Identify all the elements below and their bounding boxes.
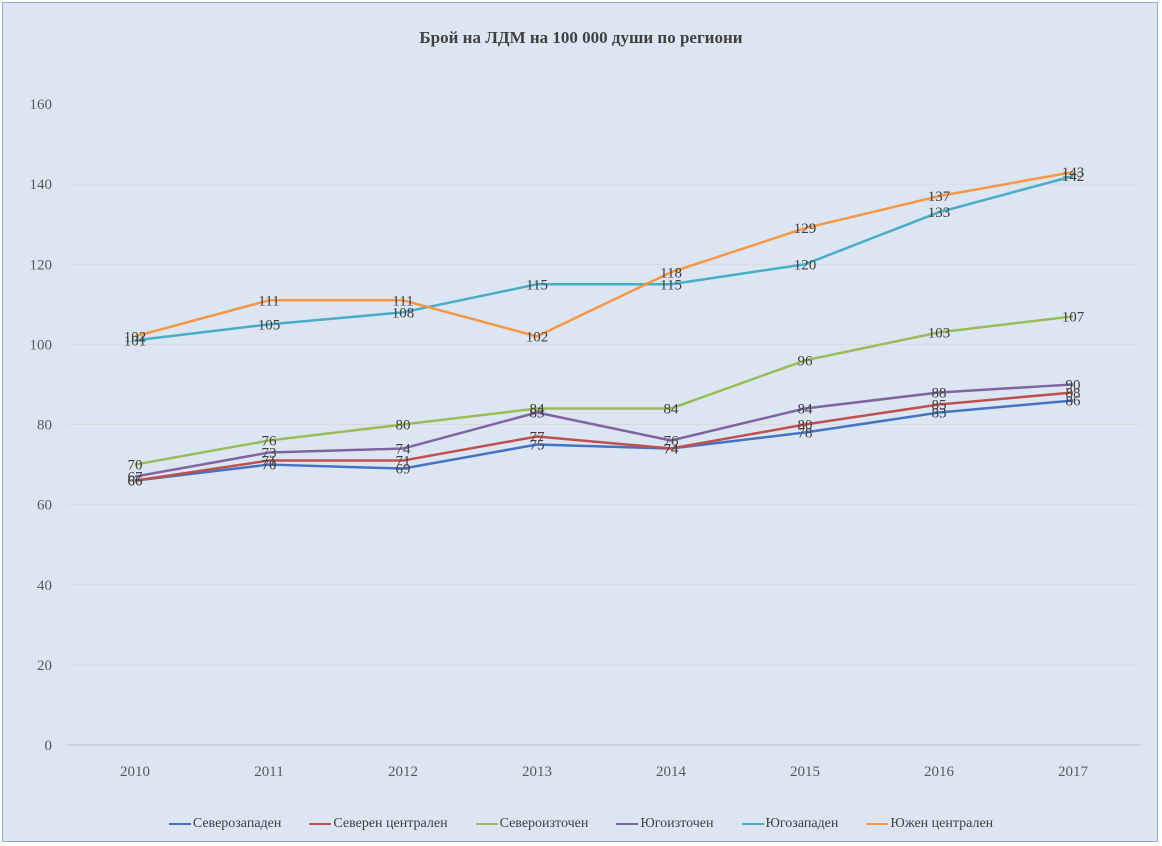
legend-label: Североизточен [499,816,589,831]
x-axis-ticks: 2010 2011 2012 2013 2014 2015 2016 2017 [120,764,1089,780]
data-label: 96 [798,353,814,369]
data-label: 83 [530,405,545,421]
legend-swatch [475,823,498,825]
legend-label: Северен централен [333,816,448,831]
x-tick-label: 2016 [924,764,955,780]
data-label: 88 [932,385,947,401]
data-label: 80 [396,418,411,434]
x-tick-label: 2014 [656,764,687,780]
y-tick-label: 120 [30,257,53,273]
legend-item: Североизточен [475,816,589,832]
data-label: 77 [530,430,546,446]
data-label: 78 [798,426,813,442]
data-label: 102 [526,329,549,345]
data-label: 137 [928,189,951,205]
data-label: 69 [396,462,411,478]
data-label: 71 [396,454,411,470]
legend-label: Югозападен [765,816,839,831]
data-label: 83 [932,405,947,421]
legend-swatch [616,823,639,825]
y-tick-label: 160 [30,97,53,113]
y-tick-label: 140 [30,177,53,193]
data-label: 111 [392,293,413,309]
data-label: 85 [932,397,947,413]
legend-label: Южен централен [890,816,994,831]
legend-item: Северозападен [168,816,282,832]
x-tick-label: 2011 [254,764,283,780]
data-label: 115 [660,277,682,293]
data-label: 143 [1062,165,1085,181]
y-tick-label: 0 [45,738,53,754]
series-line [134,174,1074,342]
data-label: 74 [396,442,412,458]
legend-item: Югоизточен [616,816,714,832]
data-label: 84 [530,401,546,417]
data-label: 108 [392,305,415,321]
data-label: 73 [262,446,277,462]
legend-item: Югозападен [741,816,839,832]
legend-swatch [741,823,764,825]
legend-label: Северозападен [192,816,282,831]
data-label: 133 [928,205,951,221]
data-label: 71 [262,454,277,470]
data-label: 129 [794,221,817,237]
data-label: 84 [798,401,814,417]
legend-swatch [168,823,191,825]
data-label: 66 [128,474,144,490]
data-label: 80 [798,418,813,434]
data-label: 76 [262,434,278,450]
legend-item: Северен централен [309,816,448,832]
x-tick-label: 2017 [1058,764,1089,780]
data-label: 103 [928,325,951,341]
y-tick-label: 40 [37,578,52,594]
series-line [134,315,1074,466]
series-lines [134,170,1074,482]
y-tick-label: 100 [30,337,53,353]
gridlines [68,103,1140,746]
data-label: 120 [794,257,817,273]
data-label: 118 [660,265,682,281]
data-label: 70 [262,458,277,474]
data-label: 67 [128,470,144,486]
data-label: 66 [128,474,144,490]
y-tick-label: 80 [37,418,52,434]
data-label: 102 [124,329,147,345]
x-tick-label: 2010 [120,764,150,780]
data-label: 88 [1066,385,1081,401]
x-tick-label: 2015 [790,764,820,780]
legend: Северозападен Северен централен Североизто… [0,816,1162,832]
series-line [134,383,1074,478]
y-tick-label: 20 [37,658,52,674]
data-label: 90 [1066,377,1081,393]
data-label: 105 [258,317,281,333]
series-line [134,399,1074,482]
data-label: 101 [124,333,147,349]
data-label: 142 [1062,169,1085,185]
y-axis-ticks: 0 20 40 60 80 100 120 140 160 [30,97,53,754]
data-label: 74 [664,442,680,458]
legend-label: Югоизточен [640,816,714,831]
legend-item: Южен централен [866,816,993,832]
series-line [134,170,1074,338]
data-label: 84 [664,401,680,417]
data-label: 70 [128,458,143,474]
chart-title: Брой на ЛДМ на 100 000 души по региони [419,28,743,47]
legend-swatch [866,823,889,825]
legend-swatch [309,823,332,825]
data-label: 107 [1062,309,1085,325]
x-tick-label: 2013 [522,764,552,780]
data-label: 115 [526,277,548,293]
x-tick-label: 2012 [388,764,418,780]
data-label: 76 [664,434,680,450]
series-line [134,391,1074,482]
data-label: 86 [1066,393,1082,409]
y-tick-label: 60 [37,498,52,514]
data-label: 75 [530,438,545,454]
data-label: 74 [664,442,680,458]
data-label: 111 [258,293,279,309]
